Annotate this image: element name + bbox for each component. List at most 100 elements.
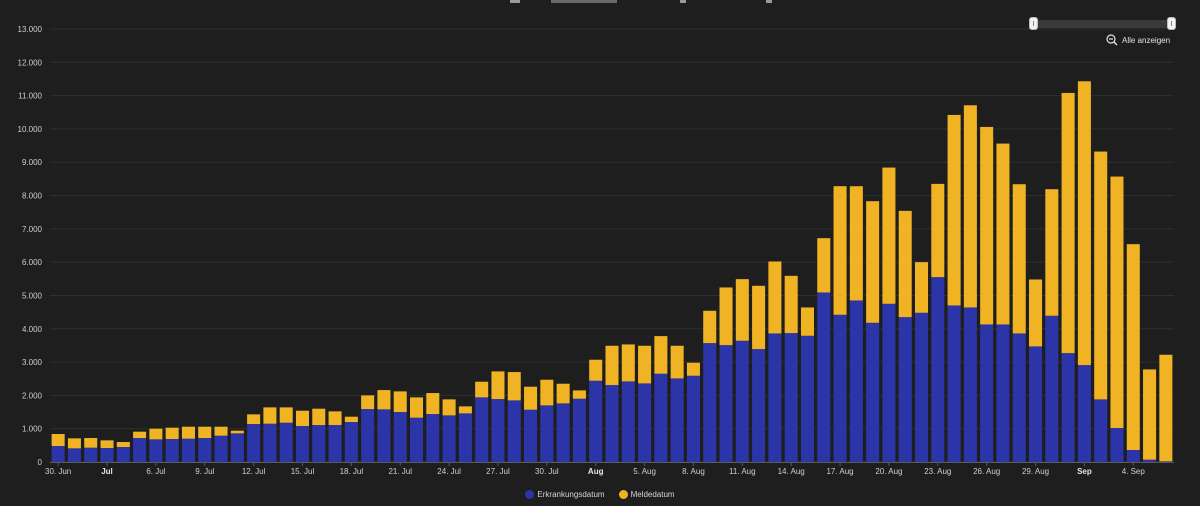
bar-erkrankungsdatum[interactable] — [621, 381, 635, 462]
bar-erkrankungsdatum[interactable] — [735, 340, 749, 462]
bar-meldedatum[interactable] — [882, 167, 896, 304]
bar-meldedatum[interactable] — [931, 183, 945, 278]
bar-meldedatum[interactable] — [556, 383, 570, 404]
bar-erkrankungsdatum[interactable] — [361, 409, 375, 462]
bar-meldedatum[interactable] — [1012, 184, 1026, 334]
bar-meldedatum[interactable] — [703, 310, 717, 344]
bar-erkrankungsdatum[interactable] — [849, 300, 863, 462]
bar-meldedatum[interactable] — [752, 285, 766, 350]
bar-meldedatum[interactable] — [589, 359, 603, 381]
bar-erkrankungsdatum[interactable] — [426, 414, 440, 462]
bar-meldedatum[interactable] — [1126, 244, 1140, 451]
bar-meldedatum[interactable] — [866, 201, 880, 323]
bar-meldedatum[interactable] — [849, 186, 863, 301]
bar-meldedatum[interactable] — [768, 261, 782, 334]
bar-meldedatum[interactable] — [540, 379, 554, 406]
bar-meldedatum[interactable] — [1077, 81, 1091, 366]
bars[interactable] — [51, 81, 1173, 462]
bar-erkrankungsdatum[interactable] — [149, 439, 163, 462]
bar-meldedatum[interactable] — [51, 434, 65, 447]
bar-erkrankungsdatum[interactable] — [458, 413, 472, 462]
bar-erkrankungsdatum[interactable] — [784, 333, 798, 462]
bar-erkrankungsdatum[interactable] — [768, 333, 782, 462]
bar-meldedatum[interactable] — [670, 345, 684, 379]
bar-erkrankungsdatum[interactable] — [638, 383, 652, 462]
bar-erkrankungsdatum[interactable] — [1143, 459, 1157, 462]
bar-meldedatum[interactable] — [279, 407, 293, 423]
bar-erkrankungsdatum[interactable] — [198, 438, 212, 462]
zoom-reset-button[interactable]: Alle anzeigen — [1106, 34, 1170, 46]
bar-erkrankungsdatum[interactable] — [312, 425, 326, 462]
bar-erkrankungsdatum[interactable] — [524, 409, 538, 462]
bar-erkrankungsdatum[interactable] — [589, 380, 603, 462]
bar-erkrankungsdatum[interactable] — [540, 405, 554, 462]
bar-erkrankungsdatum[interactable] — [1045, 315, 1059, 462]
bar-meldedatum[interactable] — [719, 287, 733, 346]
bar-meldedatum[interactable] — [116, 442, 130, 448]
bar-meldedatum[interactable] — [328, 411, 342, 426]
bar-erkrankungsdatum[interactable] — [84, 447, 98, 462]
bar-meldedatum[interactable] — [980, 126, 994, 325]
bar-erkrankungsdatum[interactable] — [882, 303, 896, 462]
bar-erkrankungsdatum[interactable] — [980, 324, 994, 462]
bar-meldedatum[interactable] — [524, 386, 538, 410]
bar-meldedatum[interactable] — [621, 344, 635, 382]
bar-meldedatum[interactable] — [133, 431, 147, 439]
bar-erkrankungsdatum[interactable] — [247, 424, 261, 462]
bar-erkrankungsdatum[interactable] — [1094, 399, 1108, 462]
bar-erkrankungsdatum[interactable] — [898, 317, 912, 462]
bar-erkrankungsdatum[interactable] — [1159, 461, 1173, 462]
bar-meldedatum[interactable] — [377, 390, 391, 410]
legend-item-meldedatum[interactable]: Meldedatum — [618, 490, 675, 499]
bar-meldedatum[interactable] — [686, 362, 700, 376]
bar-meldedatum[interactable] — [312, 408, 326, 426]
bar-erkrankungsdatum[interactable] — [442, 415, 456, 462]
bar-erkrankungsdatum[interactable] — [963, 307, 977, 462]
bar-erkrankungsdatum[interactable] — [214, 435, 228, 462]
bar-erkrankungsdatum[interactable] — [914, 312, 929, 462]
bar-meldedatum[interactable] — [800, 307, 814, 336]
bar-erkrankungsdatum[interactable] — [996, 324, 1010, 462]
bar-erkrankungsdatum[interactable] — [507, 400, 521, 462]
bar-meldedatum[interactable] — [638, 345, 652, 384]
bar-erkrankungsdatum[interactable] — [328, 425, 342, 462]
bar-meldedatum[interactable] — [1061, 92, 1075, 354]
bar-erkrankungsdatum[interactable] — [719, 345, 733, 462]
bar-erkrankungsdatum[interactable] — [686, 375, 700, 462]
bar-erkrankungsdatum[interactable] — [475, 397, 489, 462]
bar-erkrankungsdatum[interactable] — [344, 422, 358, 462]
bar-meldedatum[interactable] — [361, 395, 375, 410]
bar-meldedatum[interactable] — [996, 143, 1010, 325]
bar-erkrankungsdatum[interactable] — [817, 292, 831, 462]
bar-erkrankungsdatum[interactable] — [67, 448, 81, 462]
bar-erkrankungsdatum[interactable] — [295, 426, 310, 462]
bar-meldedatum[interactable] — [1045, 189, 1059, 316]
bar-meldedatum[interactable] — [572, 390, 586, 399]
bar-meldedatum[interactable] — [735, 279, 749, 341]
bar-erkrankungsdatum[interactable] — [833, 314, 847, 462]
bar-erkrankungsdatum[interactable] — [947, 305, 961, 462]
bar-meldedatum[interactable] — [1143, 369, 1157, 460]
bar-erkrankungsdatum[interactable] — [654, 373, 668, 462]
bar-erkrankungsdatum[interactable] — [51, 446, 65, 462]
bar-erkrankungsdatum[interactable] — [931, 277, 945, 462]
bar-meldedatum[interactable] — [442, 399, 456, 416]
bar-meldedatum[interactable] — [165, 427, 179, 440]
bar-erkrankungsdatum[interactable] — [100, 448, 114, 462]
bar-meldedatum[interactable] — [784, 275, 798, 334]
bar-erkrankungsdatum[interactable] — [670, 378, 684, 462]
bar-meldedatum[interactable] — [963, 105, 977, 308]
bar-meldedatum[interactable] — [833, 186, 847, 315]
bar-erkrankungsdatum[interactable] — [133, 438, 147, 462]
bar-meldedatum[interactable] — [67, 438, 81, 449]
bar-meldedatum[interactable] — [230, 430, 244, 434]
bar-meldedatum[interactable] — [149, 428, 163, 440]
bar-meldedatum[interactable] — [458, 406, 472, 414]
bar-meldedatum[interactable] — [198, 426, 212, 439]
bar-meldedatum[interactable] — [393, 391, 407, 413]
bar-erkrankungsdatum[interactable] — [230, 433, 244, 462]
bar-erkrankungsdatum[interactable] — [377, 409, 391, 462]
bar-meldedatum[interactable] — [100, 440, 114, 449]
bar-erkrankungsdatum[interactable] — [800, 335, 814, 462]
bar-meldedatum[interactable] — [605, 345, 619, 386]
